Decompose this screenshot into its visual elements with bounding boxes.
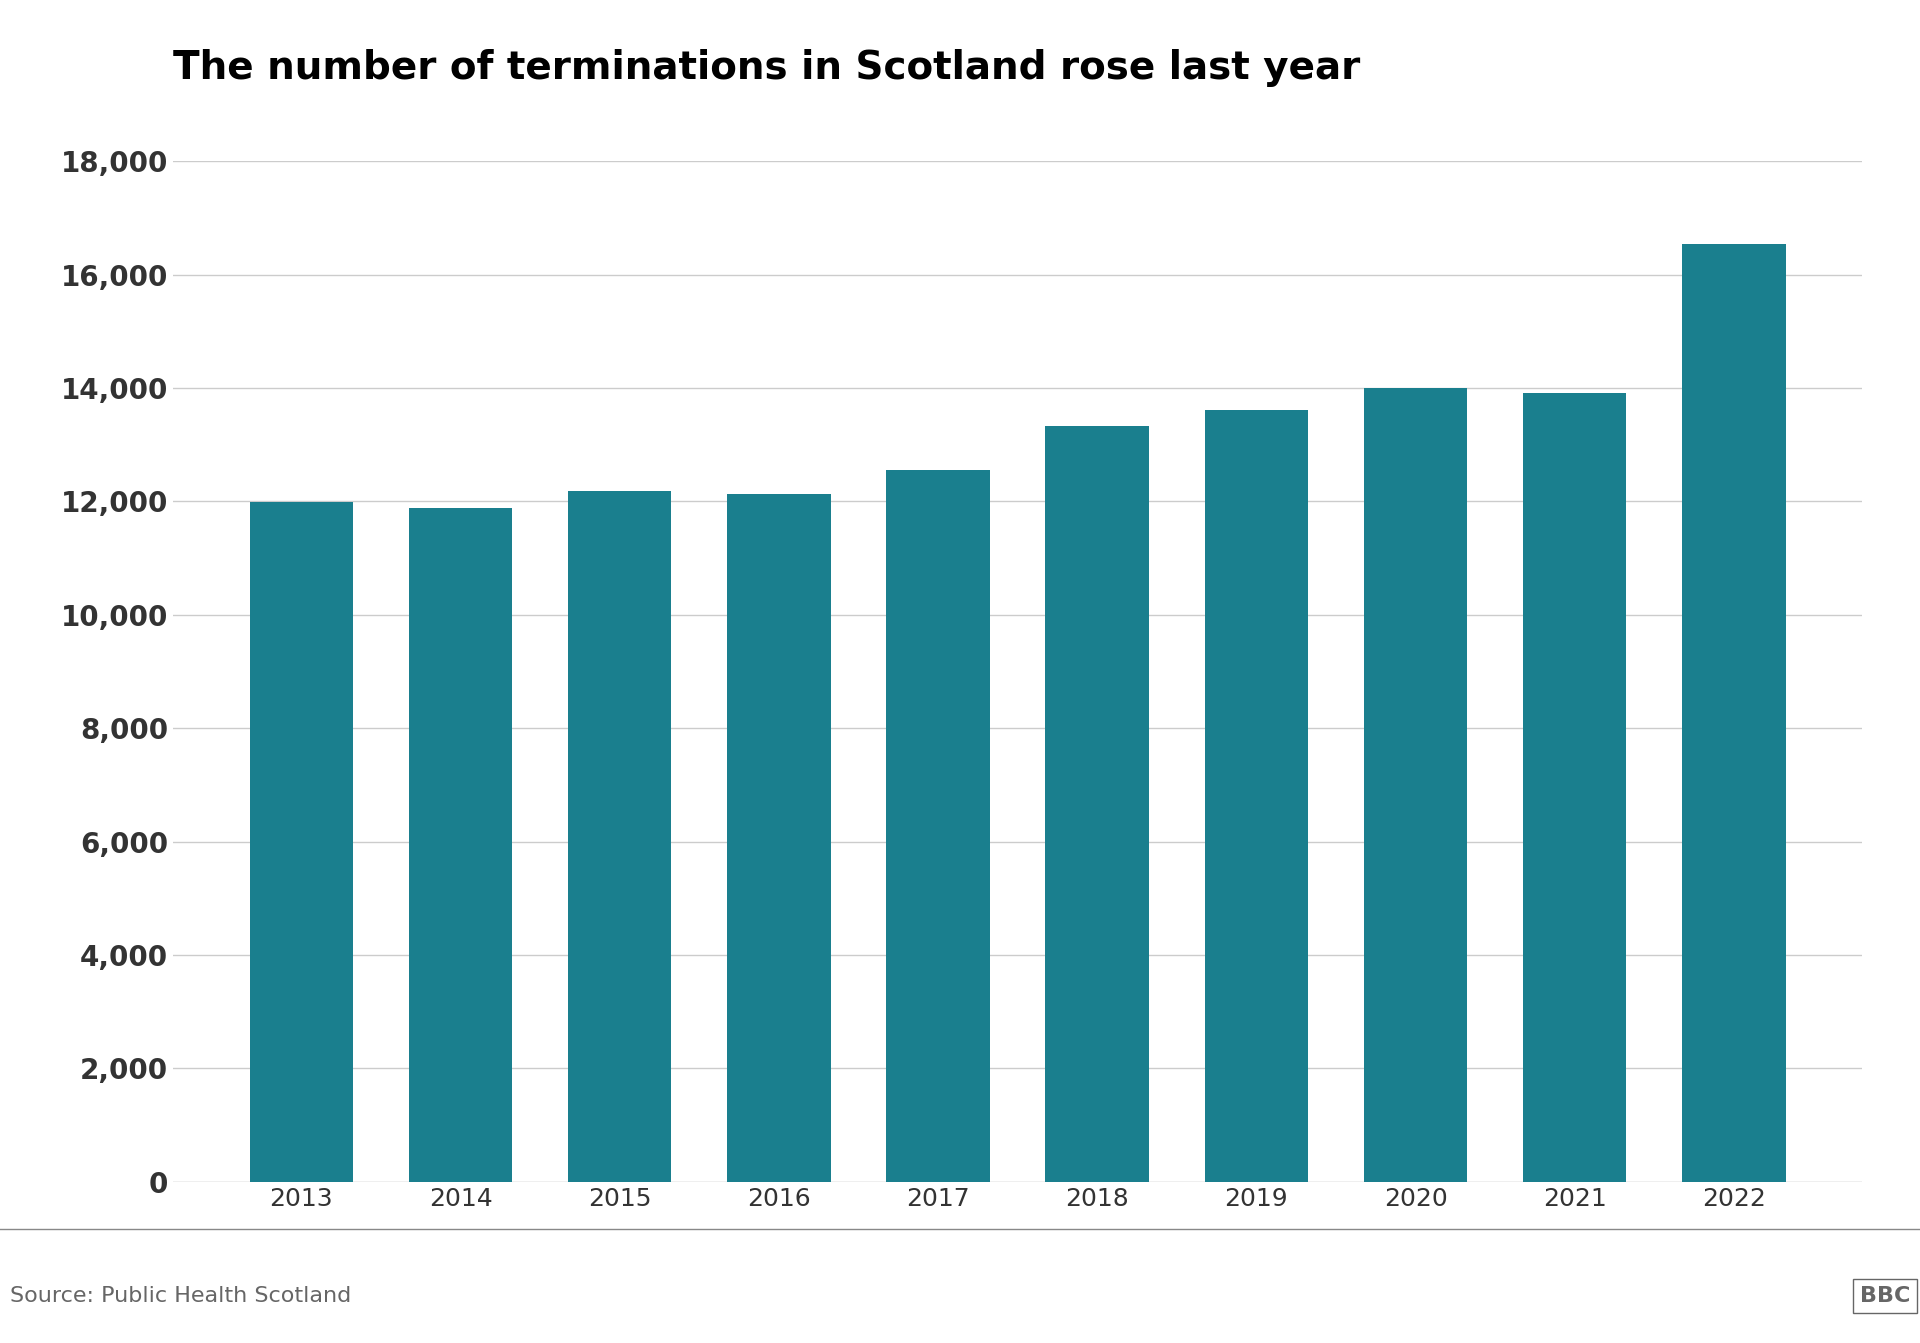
Bar [250, 502, 353, 1182]
Bar [1363, 388, 1467, 1182]
Bar [1523, 392, 1626, 1182]
Text: Source: Public Health Scotland: Source: Public Health Scotland [10, 1287, 351, 1305]
Bar [409, 508, 513, 1182]
Bar [1204, 410, 1308, 1182]
Bar [728, 494, 831, 1182]
Text: The number of terminations in Scotland rose last year: The number of terminations in Scotland r… [173, 50, 1359, 87]
Bar [1046, 426, 1148, 1182]
Bar [887, 470, 989, 1182]
Bar [568, 490, 672, 1182]
Text: BBC: BBC [1860, 1287, 1910, 1305]
Bar [1682, 244, 1786, 1182]
